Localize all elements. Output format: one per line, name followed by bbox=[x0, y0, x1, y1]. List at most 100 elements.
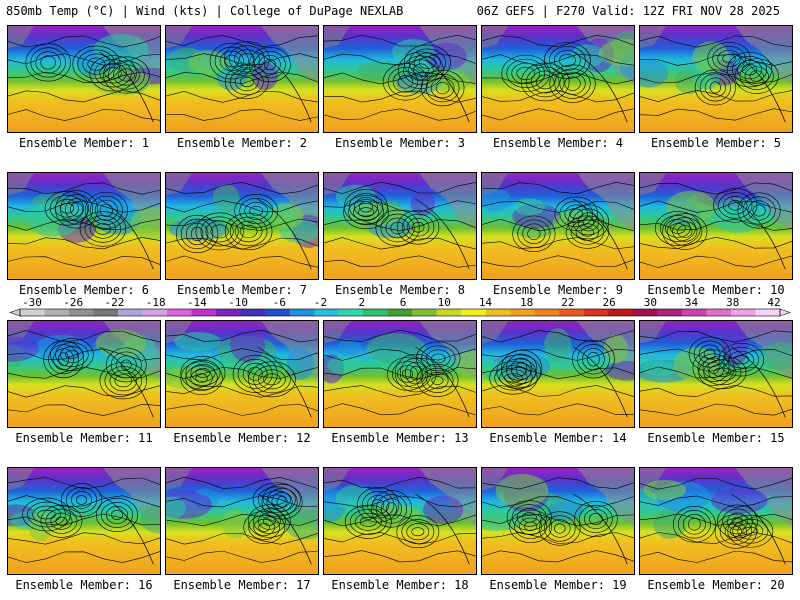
temperature-map bbox=[481, 320, 635, 428]
member-label: Ensemble Member: 3 bbox=[334, 136, 466, 150]
member-label: Ensemble Member: 19 bbox=[489, 578, 627, 592]
member-label: Ensemble Member: 16 bbox=[15, 578, 153, 592]
coastline bbox=[257, 346, 312, 418]
colorbar-segment bbox=[510, 309, 536, 316]
colorbar-max-arrow bbox=[779, 308, 791, 317]
temperature-anomaly-blob bbox=[544, 328, 572, 363]
colorbar-tick-label: 2 bbox=[358, 296, 366, 309]
temperature-map bbox=[165, 320, 319, 428]
cold-land-area bbox=[323, 172, 351, 196]
cold-land-area bbox=[323, 25, 351, 49]
colorbar-outline bbox=[19, 308, 781, 317]
member-label: Ensemble Member: 7 bbox=[176, 283, 308, 297]
colorbar-segment bbox=[632, 309, 658, 316]
temperature-anomaly-blob bbox=[456, 350, 477, 380]
colorbar-segment bbox=[436, 309, 462, 316]
panel-border bbox=[481, 25, 635, 133]
ensemble-member-panel: Ensemble Member: 12 bbox=[165, 320, 319, 446]
temperature-anomaly-blob bbox=[327, 356, 361, 375]
temperature-map bbox=[323, 25, 477, 133]
panel-border bbox=[165, 172, 319, 280]
colorbar-segment bbox=[461, 309, 487, 316]
ensemble-member-panel: Ensemble Member: 15 bbox=[639, 320, 793, 446]
panel-border bbox=[639, 467, 793, 575]
member-label: Ensemble Member: 20 bbox=[647, 578, 785, 592]
panel-border bbox=[165, 25, 319, 133]
height-contours bbox=[639, 330, 793, 416]
height-contours bbox=[323, 34, 477, 121]
coastline bbox=[257, 51, 312, 123]
panel-border bbox=[481, 172, 635, 280]
temperature-anomaly-blob bbox=[604, 360, 635, 381]
panel-border bbox=[7, 172, 161, 280]
temperature-anomaly-blob bbox=[221, 509, 250, 539]
ensemble-member-panel: Ensemble Member: 4 bbox=[481, 25, 635, 151]
temperature-map bbox=[165, 172, 319, 280]
coastline bbox=[573, 198, 628, 270]
temperature-map bbox=[639, 172, 793, 280]
coastline bbox=[257, 198, 312, 270]
colorbar-tick-label: 6 bbox=[399, 296, 407, 309]
cold-land-area bbox=[481, 320, 509, 344]
colorbar-segment bbox=[534, 309, 560, 316]
coastline bbox=[415, 198, 470, 270]
cold-land-area bbox=[323, 467, 351, 491]
temperature-anomaly-blob bbox=[174, 332, 221, 352]
colorbar-segment bbox=[485, 309, 511, 316]
colorbar-segment bbox=[142, 309, 168, 316]
temperature-anomaly-blob bbox=[165, 496, 186, 520]
coastline bbox=[731, 346, 786, 418]
colorbar-segment bbox=[338, 309, 364, 316]
coastline bbox=[415, 346, 470, 418]
panel-border bbox=[7, 320, 161, 428]
height-contours bbox=[165, 329, 319, 416]
temperature-anomaly-blob bbox=[710, 487, 768, 514]
temperature-anomaly-blob bbox=[26, 201, 81, 237]
colorbar-tick-label: -14 bbox=[186, 296, 207, 309]
colorbar-tick-label: -10 bbox=[228, 296, 249, 309]
ensemble-member-panel: Ensemble Member: 10 bbox=[639, 172, 793, 298]
temperature-anomaly-blob bbox=[392, 39, 435, 65]
ensemble-member-panel: Ensemble Member: 18 bbox=[323, 467, 477, 593]
temperature-map bbox=[481, 172, 635, 280]
temperature-map bbox=[165, 467, 319, 575]
coastline bbox=[415, 493, 470, 565]
ensemble-member-panel: Ensemble Member: 8 bbox=[323, 172, 477, 298]
height-contours bbox=[165, 476, 319, 563]
temperature-anomaly-blob bbox=[362, 504, 421, 525]
temperature-anomaly-blob bbox=[759, 342, 793, 371]
temperature-anomaly-blob bbox=[666, 190, 716, 223]
temperature-map bbox=[481, 467, 635, 575]
temperature-anomaly-blob bbox=[336, 339, 362, 357]
panel-border bbox=[165, 320, 319, 428]
panel-border bbox=[7, 467, 161, 575]
colorbar-segment bbox=[363, 309, 389, 316]
coastline bbox=[99, 198, 154, 270]
temperature-anomaly-blob bbox=[35, 334, 87, 362]
temperature-map bbox=[481, 25, 635, 133]
colorbar-segment bbox=[314, 309, 340, 316]
header-run-info: 06Z GEFS | F270 Valid: 12Z FRI NOV 28 20… bbox=[476, 4, 780, 18]
member-label: Ensemble Member: 17 bbox=[173, 578, 311, 592]
cold-land-area bbox=[734, 467, 793, 527]
temperature-anomaly-blob bbox=[495, 473, 549, 508]
colorbar-tick-label: 22 bbox=[561, 296, 575, 309]
ensemble-member-panel: Ensemble Member: 9 bbox=[481, 172, 635, 298]
coastline bbox=[731, 198, 786, 270]
cold-land-area bbox=[639, 25, 667, 49]
cold-land-area bbox=[639, 172, 667, 196]
header-title: 850mb Temp (°C) | Wind (kts) | College o… bbox=[6, 4, 404, 18]
cold-land-area bbox=[639, 467, 667, 491]
coastline bbox=[731, 51, 786, 123]
ensemble-member-panel: Ensemble Member: 2 bbox=[165, 25, 319, 151]
panel-border bbox=[323, 25, 477, 133]
cold-land-area bbox=[576, 172, 635, 232]
colorbar-segment bbox=[583, 309, 609, 316]
ensemble-member-panel: Ensemble Member: 16 bbox=[7, 467, 161, 593]
colorbar-graphic bbox=[9, 308, 791, 317]
colorbar-tick-label: -22 bbox=[104, 296, 125, 309]
height-contours bbox=[639, 182, 793, 268]
member-label: Ensemble Member: 4 bbox=[492, 136, 624, 150]
coastline bbox=[415, 51, 470, 123]
colorbar-segment bbox=[191, 309, 217, 316]
